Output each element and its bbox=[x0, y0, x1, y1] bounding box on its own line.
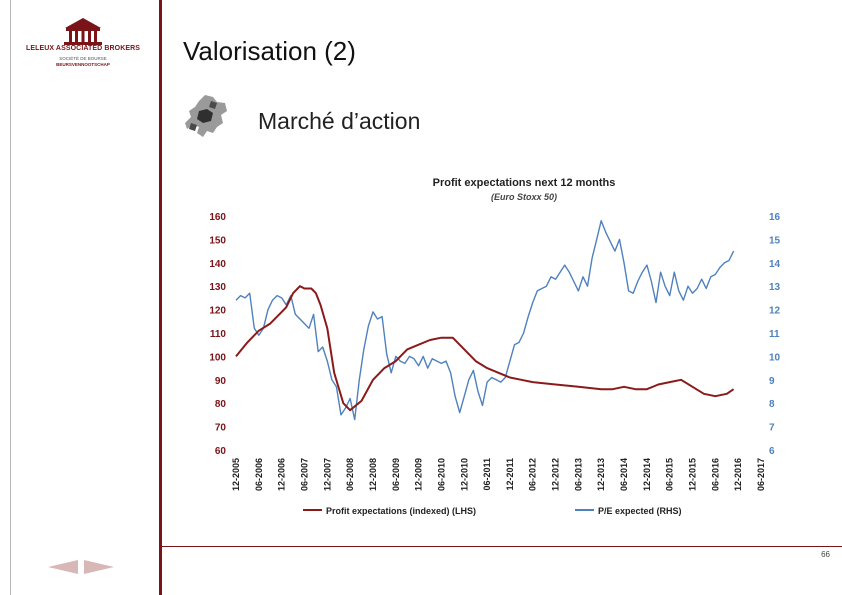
left-axis: 160 150 140 130 120 110 100 90 80 70 60 bbox=[209, 212, 226, 457]
brand-tagline-2: BEURSVENNOOTSCHAP bbox=[56, 62, 110, 67]
chart-title: Profit expectations next 12 months bbox=[433, 177, 616, 189]
bottom-rule bbox=[159, 546, 842, 547]
right-tick-label: 11 bbox=[769, 329, 780, 340]
left-tick-label: 140 bbox=[209, 259, 226, 270]
right-tick-label: 14 bbox=[769, 259, 781, 270]
left-tick-label: 70 bbox=[215, 423, 227, 434]
x-tick-label: 12-2007 bbox=[322, 458, 332, 491]
x-tick-label: 12-2006 bbox=[277, 458, 287, 491]
brand-tagline-1: SOCIÉTÉ DE BOURSE bbox=[59, 56, 107, 61]
x-tick-label: 06-2015 bbox=[665, 458, 675, 491]
x-tick-label: 12-2015 bbox=[688, 458, 698, 491]
x-tick-label: 06-2016 bbox=[710, 458, 720, 491]
legend: Profit expectations (indexed) (LHS) P/E … bbox=[303, 506, 682, 516]
x-tick-label: 12-2012 bbox=[551, 458, 561, 491]
left-tick-label: 100 bbox=[209, 352, 226, 363]
previous-slide-arrow-icon[interactable] bbox=[48, 560, 78, 574]
x-tick-label: 12-2008 bbox=[368, 458, 378, 491]
x-tick-label: 06-2011 bbox=[482, 458, 492, 491]
side-accent-bar bbox=[159, 0, 162, 595]
left-tick-label: 130 bbox=[209, 282, 226, 293]
left-tick-label: 90 bbox=[215, 376, 227, 387]
left-tick-label: 160 bbox=[209, 212, 226, 223]
left-tick-label: 150 bbox=[209, 235, 226, 246]
next-slide-arrow-icon[interactable] bbox=[84, 560, 114, 574]
page-title: Valorisation (2) bbox=[183, 36, 356, 66]
left-tick-label: 60 bbox=[215, 446, 227, 457]
x-tick-label: 06-2012 bbox=[528, 458, 538, 491]
left-tick-label: 110 bbox=[210, 329, 227, 340]
series-line-profit bbox=[235, 285, 735, 412]
x-tick-label: 12-2011 bbox=[505, 458, 515, 491]
x-tick-label: 12-2014 bbox=[642, 458, 652, 491]
right-tick-label: 12 bbox=[769, 306, 781, 317]
x-tick-label: 06-2009 bbox=[391, 458, 401, 491]
series-line-pe bbox=[235, 220, 735, 421]
x-tick-label: 06-2007 bbox=[299, 458, 309, 491]
legend-label-profit: Profit expectations (indexed) (LHS) bbox=[326, 506, 476, 516]
right-tick-label: 10 bbox=[769, 352, 781, 363]
chart-subtitle: (Euro Stoxx 50) bbox=[491, 192, 557, 202]
right-tick-label: 9 bbox=[769, 376, 775, 387]
x-tick-label: 06-2010 bbox=[436, 458, 446, 491]
series-lines bbox=[235, 220, 735, 421]
right-tick-label: 13 bbox=[769, 282, 781, 293]
x-tick-label: 12-2009 bbox=[414, 458, 424, 491]
profit-pe-chart: Profit expectations next 12 months (Euro… bbox=[209, 177, 781, 516]
section-subtitle: Marché d’action bbox=[258, 108, 421, 134]
europe-map-icon bbox=[183, 93, 229, 139]
x-tick-label: 06-2008 bbox=[345, 458, 355, 491]
right-tick-label: 15 bbox=[769, 235, 781, 246]
x-tick-label: 06-2014 bbox=[619, 458, 629, 491]
building-logo-icon bbox=[64, 18, 102, 45]
x-tick-label: 12-2013 bbox=[596, 458, 606, 491]
x-axis: 12-2005 06-2006 12-2006 06-2007 12-2007 06-20… bbox=[231, 458, 766, 491]
left-page-rule bbox=[10, 0, 11, 595]
right-tick-label: 7 bbox=[769, 423, 775, 434]
right-tick-label: 16 bbox=[769, 212, 781, 223]
brand-logo: LELEUX ASSOCIATED BROKERS SOCIÉTÉ DE BOU… bbox=[20, 12, 146, 74]
x-tick-label: 06-2017 bbox=[756, 458, 766, 491]
x-tick-label: 12-2010 bbox=[459, 458, 469, 491]
left-tick-label: 80 bbox=[215, 399, 227, 410]
x-tick-label: 12-2016 bbox=[733, 458, 743, 491]
right-axis: 16 15 14 13 12 11 10 9 8 7 6 bbox=[769, 212, 781, 457]
page-number: 66 bbox=[821, 550, 830, 559]
brand-name: LELEUX ASSOCIATED BROKERS bbox=[25, 45, 141, 52]
right-tick-label: 8 bbox=[769, 399, 775, 410]
left-tick-label: 120 bbox=[209, 306, 226, 317]
legend-label-pe: P/E expected (RHS) bbox=[598, 506, 682, 516]
x-tick-label: 12-2005 bbox=[231, 458, 241, 491]
right-tick-label: 6 bbox=[769, 446, 775, 457]
x-tick-label: 06-2013 bbox=[573, 458, 583, 491]
x-tick-label: 06-2006 bbox=[254, 458, 264, 491]
